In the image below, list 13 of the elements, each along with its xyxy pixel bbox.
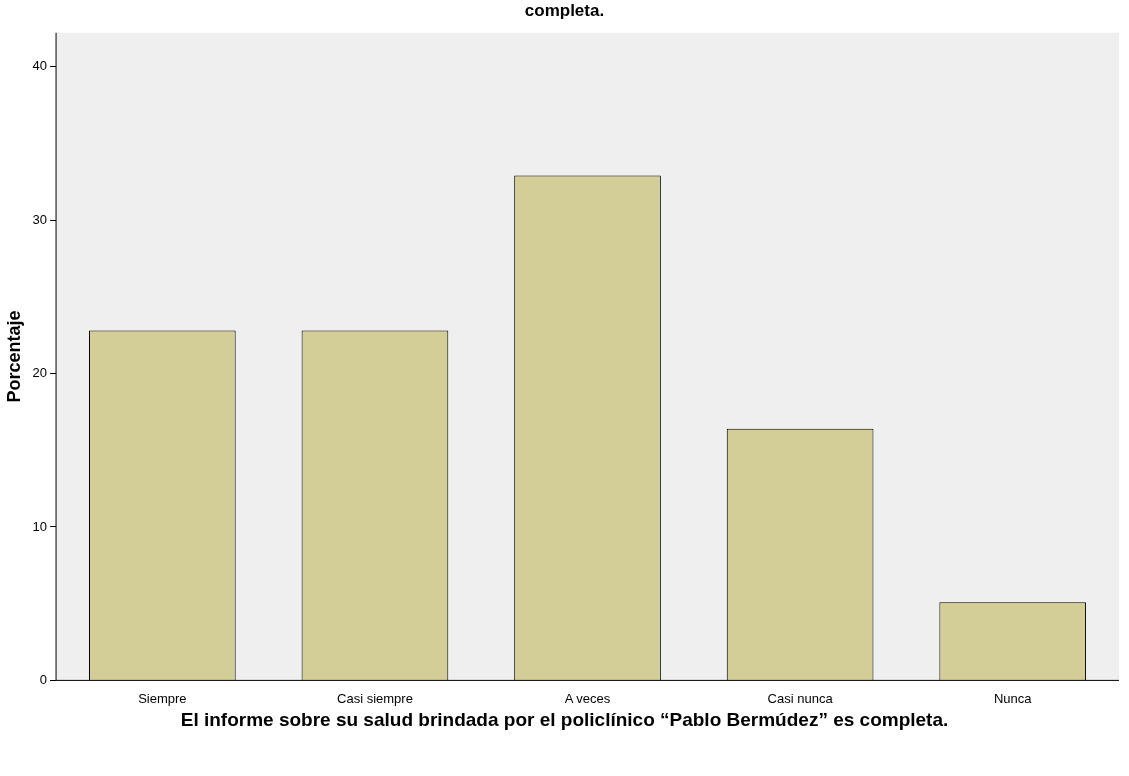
x-tick-label: Casi nunca	[767, 690, 834, 706]
y-tick-label: 20	[32, 365, 48, 381]
y-tick-label: 30	[32, 211, 48, 227]
x-tick-label: Siempre	[138, 690, 187, 706]
y-tick-label: 10	[32, 518, 48, 534]
y-tick-label: 0	[39, 671, 48, 687]
y-tick-label: 40	[32, 58, 48, 74]
x-axis-title: El informe sobre su salud brindada por el policlínico “Pablo Bermúdez” es completa.	[179, 709, 950, 730]
x-tick-label: A veces	[564, 690, 611, 706]
y-axis-title: Porcentaje	[3, 310, 24, 403]
x-tick-label: Casi siempre	[337, 690, 413, 706]
x-tick-label: Nunca	[993, 690, 1033, 706]
chart-title: completa.	[523, 0, 606, 22]
